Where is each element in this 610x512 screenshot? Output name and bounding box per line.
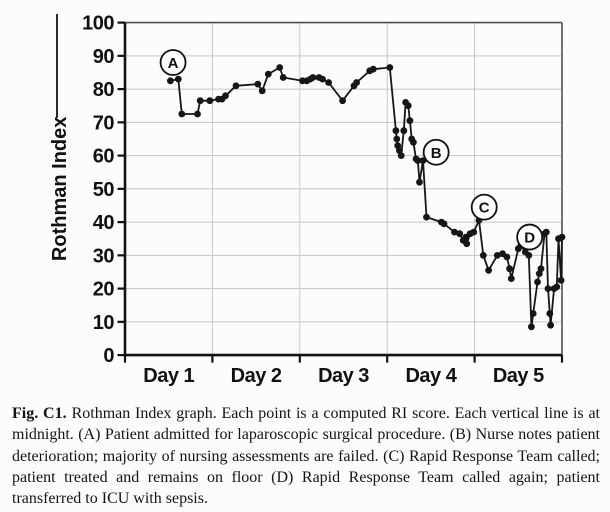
annotation-letter-d: D	[524, 230, 535, 247]
ri-data-point	[392, 127, 400, 135]
x-tick-label: Day 4	[405, 365, 457, 387]
ri-data-point	[206, 97, 214, 105]
ri-data-point	[319, 75, 326, 83]
y-tick-label: 90	[93, 46, 115, 68]
ri-data-point	[544, 285, 552, 292]
ri-data-point	[397, 152, 405, 160]
ri-data-point	[353, 79, 360, 86]
ri-data-point	[222, 92, 229, 100]
ri-data-point	[528, 323, 535, 331]
ri-data-point	[451, 228, 458, 236]
annotation-letter-c: C	[479, 200, 490, 217]
ri-data-point	[232, 82, 240, 90]
left-margin-rule	[56, 14, 58, 118]
ri-data-point	[386, 64, 394, 71]
ri-data-point	[276, 64, 284, 71]
ri-data-point	[414, 157, 422, 165]
ri-data-point	[279, 74, 287, 81]
ri-series-line	[170, 66, 563, 328]
ri-data-point	[258, 87, 266, 95]
ri-data-point	[369, 65, 377, 73]
ri-data-point	[254, 80, 262, 88]
ri-data-point	[339, 97, 346, 105]
figure-caption: Fig. C1. Rothman Index graph. Each point …	[12, 403, 600, 509]
y-tick-label: 70	[93, 112, 115, 134]
ri-data-point	[196, 97, 204, 105]
y-tick-label: 40	[93, 212, 115, 234]
ri-data-point	[485, 266, 492, 274]
ri-data-point	[525, 252, 533, 259]
ri-data-point	[553, 283, 561, 291]
y-tick-label: 20	[93, 279, 115, 301]
rothman-index-chart-svg: 0 10 20 30 40 50 60 70 80 90 100 Day 1 Day 2 Day 3 Day…	[49, 13, 566, 387]
ri-data-point	[558, 233, 566, 241]
ri-data-point	[479, 252, 487, 259]
y-tick-label: 30	[93, 245, 115, 267]
ri-data-point	[325, 79, 332, 86]
y-axis-label: Rothman Index	[49, 117, 71, 261]
x-tick-label: Day 3	[318, 365, 369, 387]
ri-data-point	[400, 127, 408, 135]
ri-data-point	[410, 138, 417, 146]
annotation-circle-b	[422, 138, 450, 166]
y-tick-label: 100	[82, 13, 114, 35]
ri-data-point	[167, 77, 174, 85]
ri-data-point	[503, 253, 511, 261]
y-tick-label: 50	[93, 179, 115, 201]
ri-data-point	[440, 220, 448, 228]
ri-data-point	[537, 265, 545, 273]
y-tick-label: 0	[103, 345, 114, 367]
ri-data-point	[463, 240, 471, 248]
ri-data-point	[178, 110, 186, 118]
rothman-index-chart: 0 10 20 30 40 50 60 70 80 90 100 Day 1 Day 2 Day 3 Day…	[49, 13, 566, 387]
ri-data-point	[529, 310, 537, 317]
x-tick-label: Day 1	[143, 365, 194, 387]
ri-data-point	[534, 278, 541, 286]
y-tick-label: 10	[93, 312, 115, 334]
annotation-circle-c	[470, 193, 498, 221]
annotation-letter-b: B	[431, 145, 442, 162]
ri-data-point	[546, 310, 554, 317]
ri-data-point	[393, 135, 401, 143]
annotation-circle-d	[516, 223, 544, 251]
ri-data-point	[547, 321, 554, 329]
y-tick-label: 60	[93, 146, 115, 168]
x-tick-label: Day 2	[231, 365, 282, 387]
ri-data-point	[174, 75, 182, 83]
y-tick-label: 80	[93, 79, 115, 101]
annotation-circle-a	[159, 49, 187, 76]
x-tick-label: Day 5	[493, 365, 544, 387]
ri-data-point	[423, 213, 430, 221]
ri-data-point	[542, 228, 550, 236]
ri-data-point	[456, 230, 464, 238]
ri-data-point	[557, 276, 565, 284]
ri-data-point	[506, 265, 513, 273]
ri-data-point	[507, 275, 515, 282]
figure-label: Fig. C1.	[12, 405, 67, 422]
ri-data-point	[493, 252, 501, 259]
ri-data-point	[406, 117, 414, 125]
annotation-letter-a: A	[168, 55, 179, 72]
ri-data-point	[470, 228, 478, 236]
ri-data-point	[309, 74, 317, 81]
ri-data-point	[416, 178, 423, 186]
ri-data-point	[264, 70, 272, 78]
ri-data-point	[404, 102, 412, 110]
figure-caption-text: Rothman Index graph. Each point is a com…	[12, 405, 600, 508]
ri-data-point	[194, 110, 201, 118]
